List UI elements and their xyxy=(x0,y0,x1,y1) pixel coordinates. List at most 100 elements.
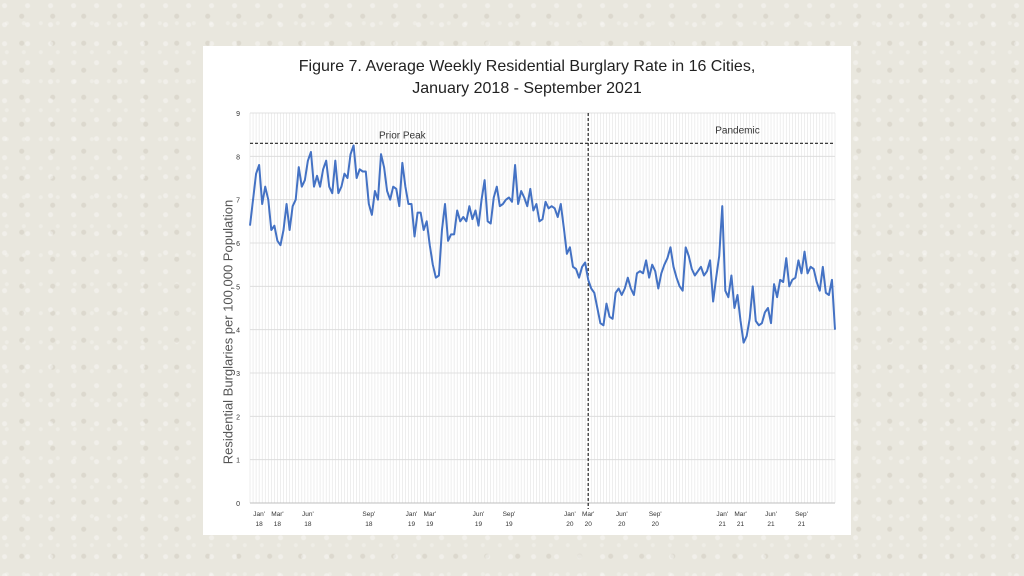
data-point xyxy=(566,253,568,255)
data-point xyxy=(270,229,272,231)
chart-title-line1: Figure 7. Average Weekly Residential Bur… xyxy=(298,58,756,75)
x-tick-year: 20 xyxy=(652,521,660,528)
data-point xyxy=(688,255,690,257)
data-point xyxy=(310,151,312,153)
data-point xyxy=(663,264,665,266)
data-point xyxy=(545,201,547,203)
data-point xyxy=(487,220,489,222)
burglary-rate-line xyxy=(249,144,836,344)
data-point xyxy=(816,281,818,283)
data-point xyxy=(353,145,355,147)
data-point xyxy=(673,266,675,268)
data-point xyxy=(536,203,538,205)
data-point xyxy=(389,199,391,201)
data-point xyxy=(731,275,733,277)
data-point xyxy=(603,324,605,326)
data-point xyxy=(791,279,793,281)
data-point xyxy=(273,225,275,227)
data-point xyxy=(740,320,742,322)
y-tick-label: 8 xyxy=(236,154,240,161)
x-tick-month: Sep' xyxy=(649,511,662,518)
data-point xyxy=(770,322,772,324)
data-point xyxy=(548,207,550,209)
data-point xyxy=(359,168,361,170)
data-point xyxy=(813,268,815,270)
data-point xyxy=(831,279,833,281)
x-tick-year: 21 xyxy=(767,521,775,528)
data-point xyxy=(825,292,827,294)
pandemic-label: Pandemic xyxy=(715,125,759,136)
data-point xyxy=(347,177,349,179)
data-point xyxy=(599,322,601,324)
data-point xyxy=(587,279,589,281)
data-point xyxy=(612,318,614,320)
data-point xyxy=(667,257,669,259)
x-tick-month: Sep' xyxy=(503,511,516,518)
x-tick-year: 18 xyxy=(274,521,282,528)
data-point xyxy=(746,335,748,337)
x-tick-year: 18 xyxy=(365,521,373,528)
x-tick-year: 19 xyxy=(426,521,434,528)
data-point xyxy=(807,272,809,274)
data-point xyxy=(408,203,410,205)
data-point xyxy=(526,205,528,207)
data-point xyxy=(700,266,702,268)
data-point xyxy=(435,277,437,279)
data-point xyxy=(258,164,260,166)
data-point xyxy=(724,290,726,292)
data-point xyxy=(737,294,739,296)
data-point xyxy=(380,153,382,155)
data-point xyxy=(496,186,498,188)
y-tick-label: 6 xyxy=(236,241,240,248)
data-point xyxy=(365,171,367,173)
data-point xyxy=(542,218,544,220)
y-tick-label: 3 xyxy=(236,371,240,378)
data-point xyxy=(645,259,647,261)
data-point xyxy=(298,166,300,168)
x-tick-month: Mar' xyxy=(424,511,436,518)
data-point xyxy=(374,190,376,192)
data-point xyxy=(508,197,510,199)
data-point xyxy=(472,218,474,220)
data-point xyxy=(493,197,495,199)
data-point xyxy=(383,166,385,168)
data-point xyxy=(651,264,653,266)
data-point xyxy=(465,220,467,222)
x-tick-month: Mar' xyxy=(734,511,746,518)
data-point xyxy=(727,296,729,298)
data-point xyxy=(398,205,400,207)
data-point xyxy=(432,264,434,266)
data-point xyxy=(749,318,751,320)
data-point xyxy=(511,201,513,203)
data-point xyxy=(779,279,781,281)
data-point xyxy=(468,205,470,207)
data-point xyxy=(292,205,294,207)
data-point xyxy=(654,270,656,272)
data-point xyxy=(615,292,617,294)
data-point xyxy=(794,277,796,279)
data-point xyxy=(316,175,318,177)
data-point xyxy=(475,210,477,212)
data-point xyxy=(414,236,416,238)
data-point xyxy=(523,197,525,199)
data-point xyxy=(447,240,449,242)
x-tick-year: 18 xyxy=(304,521,312,528)
x-tick-month: Sep' xyxy=(362,511,375,518)
data-point xyxy=(554,207,556,209)
data-point xyxy=(325,160,327,162)
data-point xyxy=(529,188,531,190)
data-point xyxy=(828,294,830,296)
x-tick-month: Jan' xyxy=(253,511,265,518)
data-point xyxy=(350,153,352,155)
data-point xyxy=(758,324,760,326)
data-point xyxy=(280,244,282,246)
data-point xyxy=(798,259,800,261)
data-point xyxy=(356,177,358,179)
x-tick-month: Mar' xyxy=(582,511,594,518)
data-point xyxy=(755,320,757,322)
data-point xyxy=(691,268,693,270)
data-point xyxy=(636,272,638,274)
data-point xyxy=(697,270,699,272)
data-point xyxy=(819,290,821,292)
data-point xyxy=(331,192,333,194)
